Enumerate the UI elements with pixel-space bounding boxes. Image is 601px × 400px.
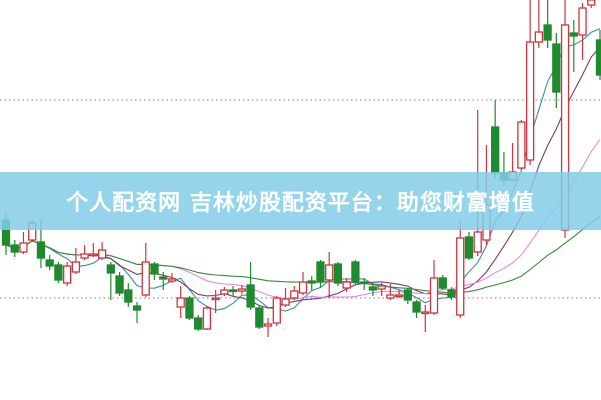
candle-up: [211, 297, 220, 301]
candle-up: [272, 297, 281, 324]
candle-down: [543, 24, 552, 41]
candle-up: [587, 0, 596, 6]
candle-up: [19, 242, 28, 253]
candle-down: [316, 261, 325, 283]
candle-down: [159, 276, 168, 280]
candle-up: [377, 285, 386, 290]
candle-down: [403, 289, 412, 301]
title-banner: 个人配资网 吉林炒股配资平台：助您财富增值: [0, 172, 601, 230]
candle-down: [124, 289, 133, 303]
candle-up: [342, 281, 351, 289]
candle-up: [202, 307, 212, 330]
candle-up: [394, 294, 404, 298]
candle-down: [359, 281, 369, 285]
candle-up: [298, 281, 308, 294]
candle-up: [71, 261, 81, 273]
candle-down: [106, 264, 115, 274]
candle-up: [473, 231, 482, 253]
candle-down: [569, 32, 578, 37]
candle-up: [141, 261, 150, 296]
candle-up: [421, 311, 430, 315]
candle-down: [438, 277, 447, 289]
candle-up: [534, 31, 544, 43]
candle-up: [97, 249, 107, 259]
candle-down: [10, 244, 19, 253]
candle-up: [560, 24, 570, 231]
candle-down: [54, 264, 63, 281]
moving-average-line-5: [5, 28, 601, 312]
candle-up: [263, 323, 273, 327]
candle-up: [167, 278, 177, 282]
candle-up: [517, 121, 526, 169]
candle-up: [80, 253, 89, 259]
candle-down: [45, 259, 54, 267]
candle-down: [115, 275, 124, 294]
candle-down: [255, 307, 264, 328]
candle-down: [36, 241, 46, 259]
candle-up: [386, 294, 395, 299]
candle-down: [246, 284, 255, 308]
candle-down: [552, 43, 561, 93]
candle-up: [220, 289, 229, 295]
banner-title: 个人配资网 吉林炒股配资平台：助您财富增值: [66, 191, 535, 216]
candle-down: [412, 301, 421, 313]
candle-down: [194, 317, 203, 330]
candle-up: [525, 41, 535, 161]
candle-down: [150, 263, 159, 275]
candle-up: [325, 264, 334, 281]
candle-up: [281, 298, 290, 306]
candle-up: [176, 297, 185, 308]
candle-down: [595, 39, 601, 76]
candle-down: [351, 261, 360, 283]
candle-down: [185, 297, 194, 319]
candle-down: [132, 305, 142, 311]
candle-up: [89, 253, 98, 257]
candle-down: [333, 263, 343, 284]
candle-down: [464, 236, 474, 259]
candle-up: [578, 7, 587, 36]
candle-down: [447, 289, 456, 298]
candle-down: [491, 126, 500, 174]
candle-up: [62, 265, 72, 284]
candle-up: [290, 290, 299, 299]
candle-up: [237, 288, 247, 292]
candle-down: [368, 286, 378, 291]
candle-down: [307, 280, 316, 284]
candle-up: [429, 277, 439, 314]
candle-down: [228, 289, 238, 293]
candle-up: [456, 237, 465, 316]
